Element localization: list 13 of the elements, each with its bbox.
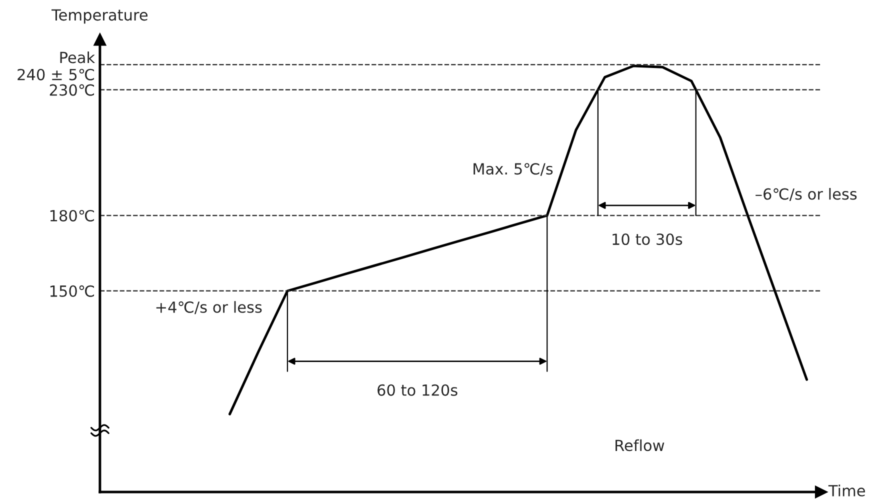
annotation: +4℃/s or less [156, 301, 262, 314]
annotation: Max. 5℃/s [474, 163, 553, 176]
annotation: –6℃/s or less [756, 188, 857, 201]
y-tick-label: 180℃ [50, 210, 94, 222]
annotation: 10 to 30s [612, 233, 682, 246]
y-tick-label: 230℃ [50, 84, 94, 96]
annotation: Reflow [616, 439, 664, 452]
line-series [228, 64, 808, 416]
annotation: 60 to 120s [378, 384, 458, 396]
y-tick-label: 150℃ [50, 285, 94, 297]
x-axis-title: Time [828, 484, 865, 496]
y-axis-title: Temperature [52, 9, 148, 24]
y-tick-label: Peak 240 ± 5℃ [18, 51, 96, 80]
